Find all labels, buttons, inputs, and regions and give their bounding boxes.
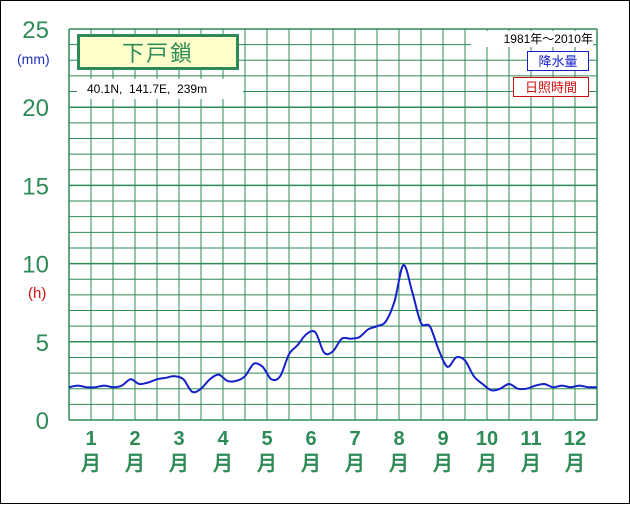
- station-name: 下戸鎖: [121, 41, 194, 66]
- x-tick-label-unit: 月: [212, 453, 233, 475]
- y-tick-label: 5: [36, 330, 49, 357]
- x-tick-label-month: 6: [305, 428, 316, 450]
- unit-mm-label: (mm): [17, 51, 50, 67]
- x-tick-label-month: 7: [349, 428, 360, 450]
- x-tick-label-month: 2: [129, 428, 140, 450]
- x-tick-label-month: 9: [437, 428, 448, 450]
- station-location: 40.1N, 141.7E, 239m: [77, 79, 243, 99]
- y-tick-label: 0: [36, 408, 49, 435]
- x-tick-label-month: 11: [520, 428, 541, 450]
- x-tick-label-unit: 月: [300, 453, 321, 475]
- y-tick-label: 20: [22, 95, 49, 122]
- legend-sunshine: 日照時間: [513, 77, 589, 97]
- x-tick-label-month: 5: [261, 428, 272, 450]
- x-axis-ticks: 1 月 2 月 3 月 4 月 5 月 6 月 7 月 8 月 9 月 10 月 11 月 12 月: [80, 428, 586, 475]
- x-tick-label-month: 3: [173, 428, 184, 450]
- x-tick-label-unit: 月: [432, 453, 453, 475]
- station-title-box: 下戸鎖: [77, 34, 239, 70]
- x-tick-label-unit: 月: [168, 453, 189, 475]
- x-tick-label-unit: 月: [520, 453, 541, 475]
- period-label: 1981年～2010年: [471, 31, 593, 47]
- y-axis-ticks: 0 5 10 15 20 25: [22, 17, 49, 435]
- series-line-precipitation: [68, 264, 598, 394]
- x-tick-label-unit: 月: [388, 453, 409, 475]
- y-tick-label: 25: [22, 17, 49, 44]
- x-tick-label-month: 1: [85, 428, 96, 450]
- chart-grid: [68, 28, 598, 421]
- x-tick-label-unit: 月: [124, 453, 145, 475]
- y-tick-label: 10: [22, 252, 49, 279]
- legend-precipitation: 降水量: [527, 51, 589, 71]
- y-tick-label: 15: [22, 173, 49, 200]
- x-tick-label-month: 12: [564, 428, 586, 450]
- x-tick-label-unit: 月: [476, 453, 497, 475]
- x-tick-label-month: 10: [476, 428, 498, 450]
- x-tick-label-month: 8: [393, 428, 404, 450]
- unit-h-label: (h): [28, 285, 47, 302]
- x-tick-label-unit: 月: [80, 453, 101, 475]
- x-tick-label-month: 4: [217, 428, 229, 450]
- x-tick-label-unit: 月: [256, 453, 277, 475]
- x-tick-label-unit: 月: [344, 453, 365, 475]
- x-tick-label-unit: 月: [564, 453, 585, 475]
